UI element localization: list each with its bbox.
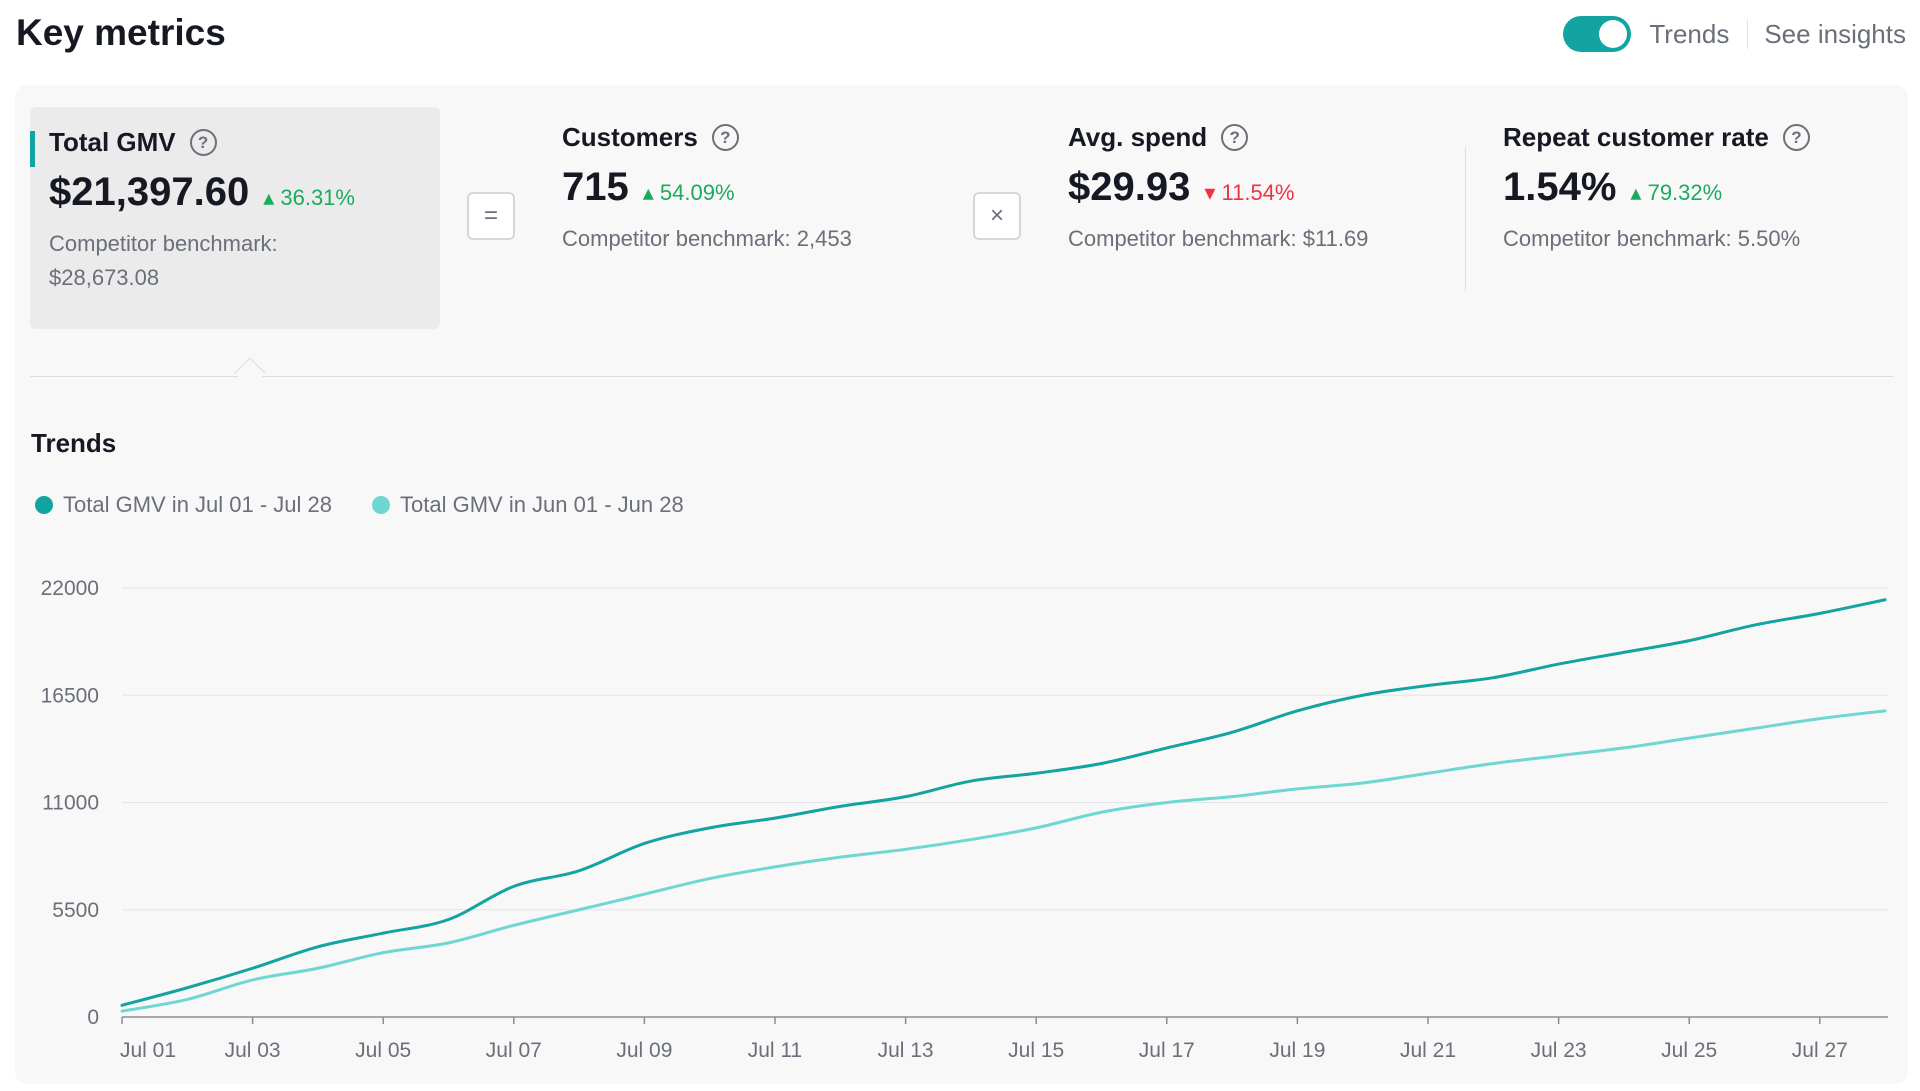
metric-title: Total GMV ? [49,127,355,158]
x-tick-label: Jul 07 [486,1039,542,1062]
x-tick-label: Jul 03 [225,1039,281,1062]
metric-card-customers[interactable]: Customers ? 715 ▴ 54.09% Competitor benc… [562,122,852,256]
metric-value-row: $21,397.60 ▴ 36.31% [49,170,355,215]
metric-value: 1.54% [1503,165,1617,209]
metric-title-text: Customers [562,122,698,152]
trends-toggle-label[interactable]: Trends [1649,18,1730,49]
help-icon[interactable]: ? [711,124,739,151]
y-tick-label: 0 [87,1006,99,1029]
metric-value-row: 715 ▴ 54.09% [562,165,852,210]
equals-operator: = [467,192,515,240]
x-tick-label: Jul 09 [616,1039,672,1062]
x-tick-label: Jul 13 [878,1039,934,1062]
x-tick-label: Jul 15 [1008,1039,1064,1062]
x-tick-label: Jul 01 [120,1039,176,1062]
multiply-operator: × [973,192,1021,240]
metrics-panel: Total GMV ? $21,397.60 ▴ 36.31% Competit… [15,85,1908,1084]
legend-label-current: Total GMV in Jul 01 - Jul 28 [63,492,333,517]
x-tick-label: Jul 27 [1792,1039,1848,1062]
metric-title-text: Total GMV [49,127,176,157]
vertical-divider [1465,147,1466,291]
metric-benchmark: Competitor benchmark: 5.50% [1503,226,1801,251]
trends-toggle[interactable] [1563,16,1632,52]
x-tick-label: Jul 23 [1531,1039,1587,1062]
metric-value: 715 [562,165,629,209]
metric-value-row: 1.54% ▴ 79.32% [1503,165,1810,210]
benchmark-value: $28,673.08 [49,265,160,290]
x-tick-label: Jul 21 [1400,1039,1456,1062]
trend-chart: 0 5500 11000 16500 22000 Jul 01 Jul 03 Jul 05 Ju… [41,577,1888,1062]
y-tick-label: 22000 [41,577,99,600]
series-line-previous [120,709,1887,1013]
divider [1747,19,1749,49]
page-title: Key metrics [16,12,226,53]
benchmark-label: Competitor benchmark: [49,231,278,256]
chart-legend: Total GMV in Jul 01 - Jul 28 Total GMV i… [35,492,724,518]
x-tick-label: Jul 05 [355,1039,411,1062]
active-indicator [30,131,35,167]
legend-dot-current [35,496,53,514]
legend-label-previous: Total GMV in Jun 01 - Jun 28 [400,492,684,517]
metric-benchmark: Competitor benchmark: $11.69 [1068,226,1369,251]
metric-benchmark: Competitor benchmark: 2,453 [562,226,852,251]
see-insights-link[interactable]: See insights [1764,18,1906,49]
metric-title: Avg. spend ? [1068,122,1368,153]
x-tick-label: Jul 11 [748,1039,802,1062]
series-line-current [120,598,1887,1007]
metric-change-value: 11.54% [1221,180,1295,205]
legend-item-previous[interactable]: Total GMV in Jun 01 - Jun 28 [372,492,684,518]
legend-dot-previous [372,496,391,514]
metric-title: Repeat customer rate ? [1503,122,1810,153]
metric-card-repeat-customer-rate[interactable]: Repeat customer rate ? 1.54% ▴ 79.32% Co… [1503,122,1810,256]
metric-value: $29.93 [1068,165,1191,209]
metric-title: Customers ? [562,122,852,153]
top-actions: Trends See insights [1563,14,1906,54]
metric-change-value: 36.31% [280,185,355,210]
x-tick-label: Jul 25 [1661,1039,1717,1062]
help-icon[interactable]: ? [189,129,217,156]
metric-title-text: Repeat customer rate [1503,122,1769,152]
metric-value-row: $29.93 ▾ 11.54% [1068,165,1368,210]
y-tick-label: 16500 [41,684,99,707]
metric-title-text: Avg. spend [1068,122,1208,152]
y-tick-label: 5500 [52,899,99,922]
x-tick-label: Jul 19 [1269,1039,1325,1062]
metric-change: ▾ 11.54% [1204,180,1295,205]
y-tick-label: 11000 [42,792,99,815]
metric-change: ▴ 54.09% [642,180,735,205]
help-icon[interactable]: ? [1782,124,1810,151]
metric-benchmark: Competitor benchmark: $28,673.08 [49,227,355,295]
metric-change: ▴ 79.32% [1630,180,1723,205]
metric-change-value: 79.32% [1647,180,1723,205]
help-icon[interactable]: ? [1221,124,1249,151]
metric-change-value: 54.09% [659,180,735,205]
metric-change: ▴ 36.31% [263,185,355,210]
metric-value: $21,397.60 [49,170,250,214]
metric-card-avg-spend[interactable]: Avg. spend ? $29.93 ▾ 11.54% Competitor … [1068,122,1368,256]
legend-item-current[interactable]: Total GMV in Jul 01 - Jul 28 [35,492,332,518]
trends-title: Trends [31,428,117,458]
metric-card-total-gmv[interactable]: Total GMV ? $21,397.60 ▴ 36.31% Competit… [30,107,440,329]
x-tick-label: Jul 17 [1139,1039,1195,1062]
section-divider [30,376,1893,377]
